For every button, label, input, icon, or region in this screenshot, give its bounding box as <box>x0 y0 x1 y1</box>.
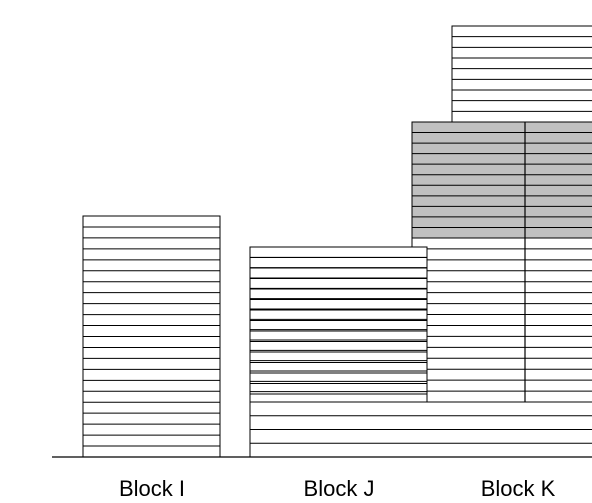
block-j-building <box>249 246 592 458</box>
block-k-lower-outline <box>411 237 592 403</box>
block-i-building <box>82 215 221 458</box>
block-k-shaded-outline <box>411 121 592 239</box>
block-i-label: Block I <box>118 476 186 501</box>
block-k-label: Block K <box>480 476 556 501</box>
block-k-tower-outline <box>451 25 592 123</box>
block-k-shaded-section <box>411 121 592 239</box>
block-k-tower <box>451 25 592 123</box>
block-j-label: Block J <box>303 476 375 501</box>
